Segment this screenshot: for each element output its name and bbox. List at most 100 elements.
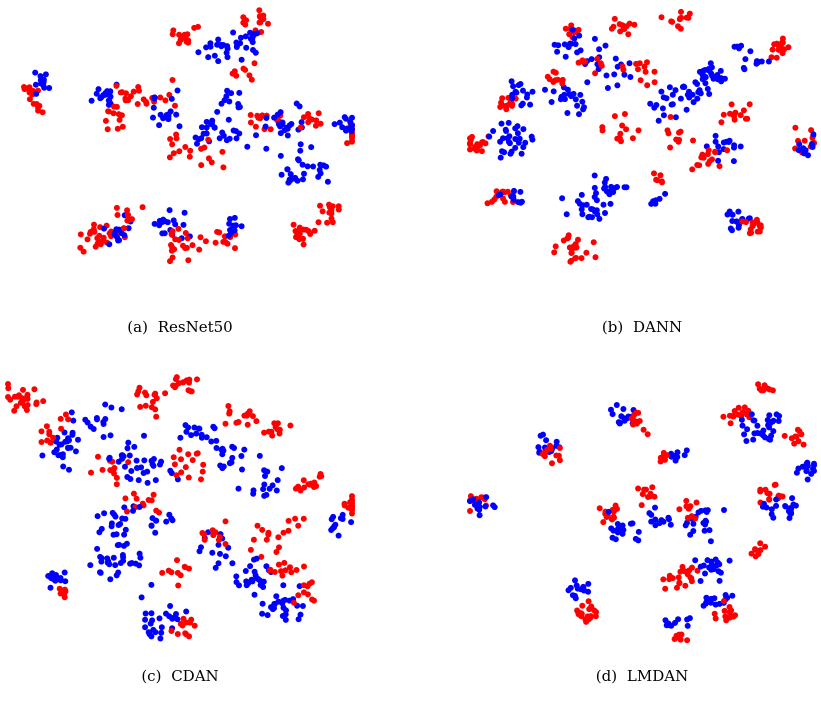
red-point xyxy=(209,527,216,534)
red-point xyxy=(96,232,103,239)
red-point xyxy=(600,519,607,526)
red-point xyxy=(175,582,182,589)
blue-point xyxy=(766,424,773,431)
red-point xyxy=(740,107,747,114)
blue-point xyxy=(266,485,273,492)
red-point xyxy=(201,536,208,543)
blue-point xyxy=(519,100,526,107)
red-point xyxy=(197,234,204,241)
red-point xyxy=(757,486,764,493)
red-point xyxy=(676,635,683,642)
blue-point xyxy=(241,446,248,453)
red-point xyxy=(313,117,320,124)
blue-point xyxy=(97,553,104,560)
blue-point xyxy=(348,519,355,526)
blue-point xyxy=(232,222,239,229)
red-point xyxy=(94,240,101,247)
red-point xyxy=(222,541,229,547)
red-point xyxy=(175,225,182,232)
blue-point xyxy=(100,421,107,427)
scatter-plot-c xyxy=(5,374,355,642)
blue-point xyxy=(583,201,590,208)
red-point xyxy=(683,497,690,504)
red-point xyxy=(222,518,229,525)
red-point xyxy=(142,402,149,409)
blue-point xyxy=(111,231,118,238)
blue-point xyxy=(229,454,236,461)
blue-point xyxy=(295,616,302,623)
red-point xyxy=(241,412,248,419)
blue-point xyxy=(754,422,761,429)
red-point xyxy=(308,579,315,586)
blue-point xyxy=(128,468,135,474)
blue-point xyxy=(299,161,306,168)
red-point xyxy=(555,452,562,459)
red-point xyxy=(712,149,719,156)
blue-point xyxy=(214,108,221,115)
blue-point xyxy=(787,505,794,512)
blue-point xyxy=(652,504,658,511)
red-point xyxy=(240,65,247,72)
blue-point xyxy=(271,114,278,121)
red-point xyxy=(139,204,146,211)
blue-point xyxy=(198,544,204,551)
blue-point xyxy=(613,402,620,408)
blue-point xyxy=(627,520,634,527)
red-point xyxy=(38,439,45,445)
blue-point xyxy=(497,154,504,161)
red-point xyxy=(631,21,638,28)
red-point xyxy=(300,241,307,248)
red-point xyxy=(762,543,769,550)
red-point xyxy=(721,607,728,614)
blue-point xyxy=(601,185,608,192)
blue-point xyxy=(261,481,268,488)
red-point xyxy=(311,227,318,234)
blue-point xyxy=(141,457,148,464)
red-point xyxy=(637,77,644,84)
blue-point xyxy=(773,411,780,418)
blue-point xyxy=(647,100,654,107)
red-point xyxy=(660,576,667,583)
red-point xyxy=(675,574,682,581)
blue-point xyxy=(69,429,76,436)
red-point xyxy=(148,404,155,411)
red-point xyxy=(640,426,647,433)
red-point xyxy=(255,114,262,121)
blue-point xyxy=(205,54,212,61)
red-point xyxy=(61,594,68,601)
blue-point xyxy=(68,409,75,416)
blue-point xyxy=(474,505,481,512)
red-point xyxy=(189,457,196,464)
red-point xyxy=(265,530,272,537)
blue-point xyxy=(763,504,770,511)
blue-point xyxy=(720,139,727,146)
blue-point xyxy=(181,209,188,216)
red-point xyxy=(149,398,156,405)
blue-point xyxy=(804,476,811,483)
red-point xyxy=(225,403,232,409)
red-point xyxy=(667,144,674,151)
red-point xyxy=(743,219,749,226)
red-point xyxy=(471,145,478,152)
blue-point xyxy=(708,566,715,573)
red-point xyxy=(592,254,599,261)
red-point xyxy=(259,526,266,533)
red-point xyxy=(679,563,686,570)
blue-point xyxy=(467,498,473,504)
caption-tag: (a) xyxy=(127,318,148,336)
blue-point xyxy=(227,216,233,222)
red-point xyxy=(484,200,491,207)
blue-point xyxy=(737,143,744,150)
blue-point xyxy=(607,200,614,207)
blue-point xyxy=(612,55,619,62)
red-point xyxy=(312,122,319,129)
red-point xyxy=(509,102,515,109)
blue-point xyxy=(192,134,199,141)
red-point xyxy=(278,568,284,575)
blue-point xyxy=(561,96,568,103)
blue-point xyxy=(515,139,522,146)
red-point xyxy=(182,564,189,571)
red-point xyxy=(635,127,642,134)
blue-point xyxy=(508,148,515,155)
blue-point xyxy=(572,41,579,48)
